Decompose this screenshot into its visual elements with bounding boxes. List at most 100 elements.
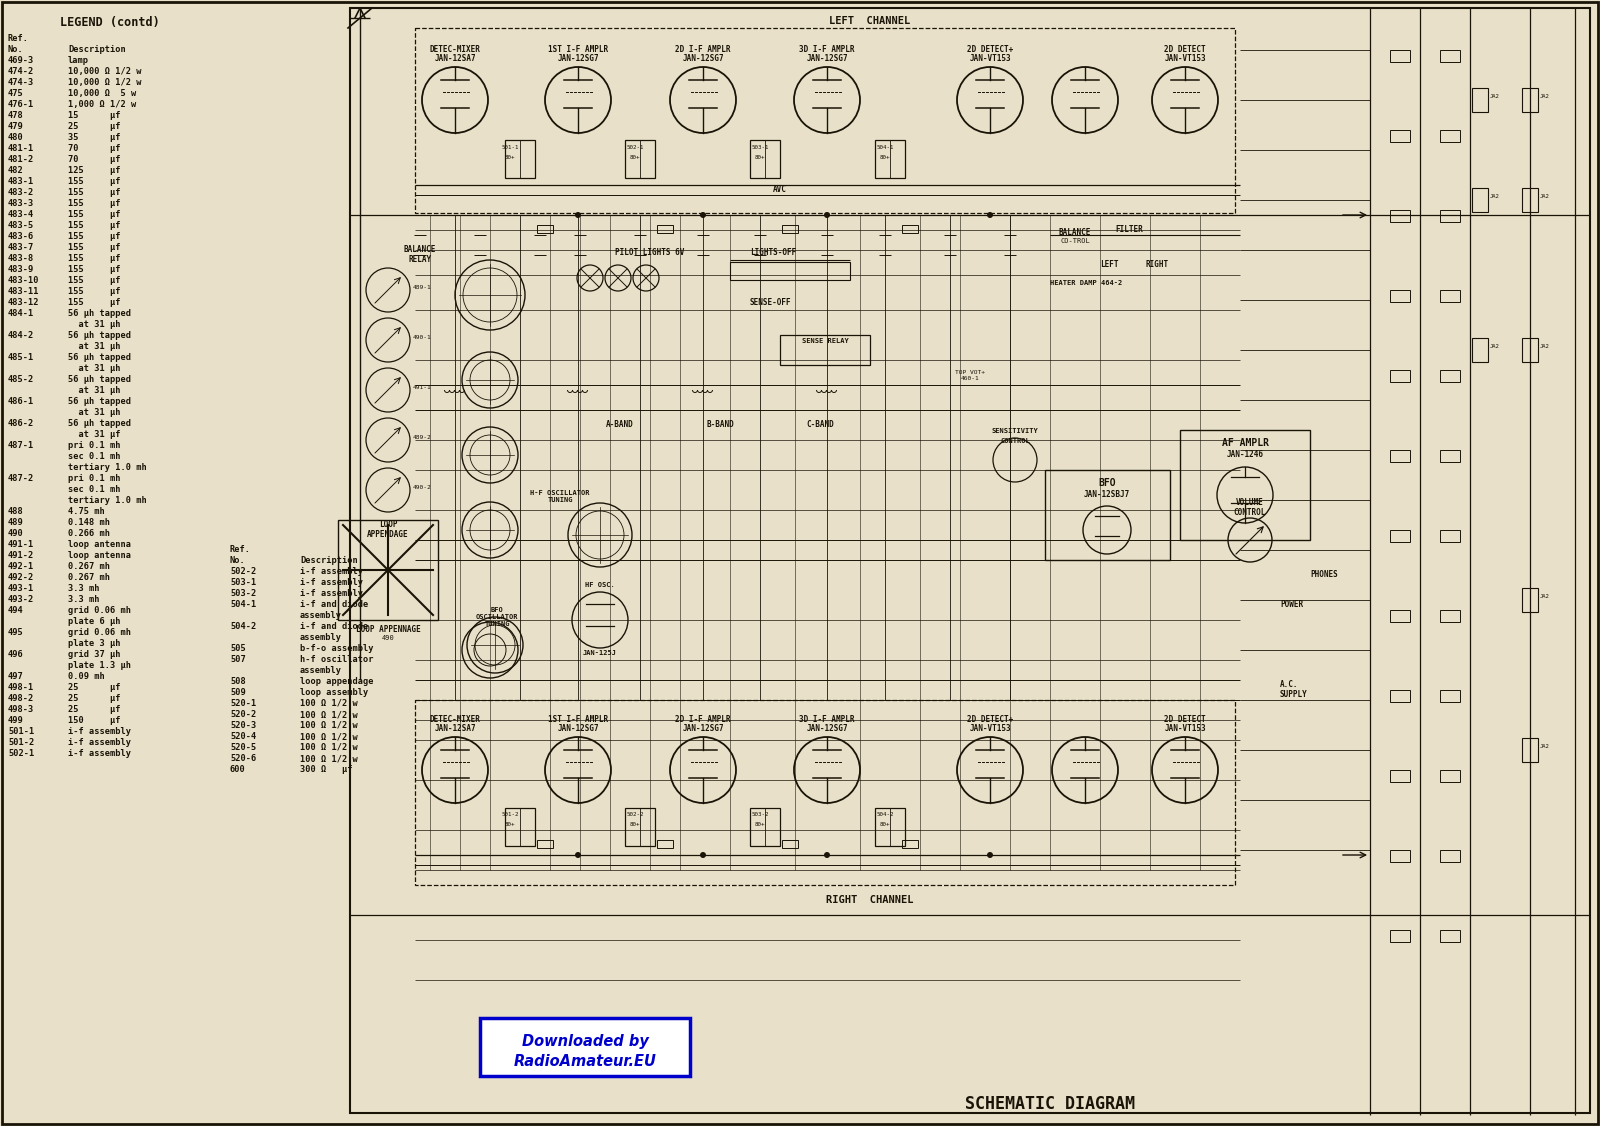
Text: 492-1: 492-1 <box>8 562 34 571</box>
Text: JAN-VT153: JAN-VT153 <box>970 54 1011 63</box>
Text: No.: No. <box>8 45 24 54</box>
Text: 1ST I-F AMPLR: 1ST I-F AMPLR <box>547 45 608 54</box>
Text: VOLUME: VOLUME <box>1237 498 1264 507</box>
Text: 502-1: 502-1 <box>8 749 34 758</box>
Text: 504-1: 504-1 <box>877 145 894 150</box>
Bar <box>1440 291 1459 302</box>
Bar <box>538 225 554 233</box>
Text: JAN-12SA7: JAN-12SA7 <box>434 724 475 733</box>
Bar <box>1390 450 1410 462</box>
Text: 499: 499 <box>8 716 24 725</box>
Text: 492-2: 492-2 <box>8 573 34 582</box>
Text: RIGHT: RIGHT <box>1146 260 1168 269</box>
Text: 0.09 mh: 0.09 mh <box>67 672 104 681</box>
Text: assembly: assembly <box>301 611 342 620</box>
Text: 4.75 mh: 4.75 mh <box>67 507 104 516</box>
Text: tertiary 1.0 mh: tertiary 1.0 mh <box>67 463 147 472</box>
FancyBboxPatch shape <box>480 1018 690 1076</box>
Text: 486-2: 486-2 <box>8 419 34 428</box>
Text: 3D I-F AMPLR: 3D I-F AMPLR <box>800 45 854 54</box>
Text: 486-1: 486-1 <box>8 397 34 406</box>
Text: grid 37 μh: grid 37 μh <box>67 650 120 659</box>
Text: 155     μf: 155 μf <box>67 243 120 252</box>
Text: 495: 495 <box>8 628 24 637</box>
Text: JA2: JA2 <box>1539 93 1550 99</box>
Text: grid 0.06 mh: grid 0.06 mh <box>67 628 131 637</box>
Text: 483-4: 483-4 <box>8 211 34 218</box>
Text: 10,000 Ω 1/2 w: 10,000 Ω 1/2 w <box>67 78 141 87</box>
Bar <box>750 808 781 846</box>
Text: 483-3: 483-3 <box>8 199 34 208</box>
Text: 507: 507 <box>230 655 246 664</box>
Text: 498-3: 498-3 <box>8 705 34 714</box>
Text: 15      μf: 15 μf <box>67 111 120 120</box>
Text: 56 μh tapped: 56 μh tapped <box>67 419 131 428</box>
Text: 489-2: 489-2 <box>413 435 432 440</box>
Bar <box>902 225 918 233</box>
Text: JAN-125J: JAN-125J <box>582 650 618 656</box>
Bar <box>414 28 1235 213</box>
Text: sec 0.1 mh: sec 0.1 mh <box>67 452 120 461</box>
Bar <box>338 520 438 620</box>
Text: 0.266 mh: 0.266 mh <box>67 529 110 538</box>
Bar <box>1472 188 1488 212</box>
Text: SENSE RELAY: SENSE RELAY <box>802 338 848 345</box>
Text: 484-1: 484-1 <box>8 309 34 318</box>
Text: 100 Ω 1/2 w: 100 Ω 1/2 w <box>301 743 358 752</box>
Text: 503-1: 503-1 <box>752 145 768 150</box>
Text: 493-1: 493-1 <box>8 584 34 593</box>
Text: DETEC-MIXER: DETEC-MIXER <box>429 715 480 724</box>
Text: JAN-12SG7: JAN-12SG7 <box>682 724 723 733</box>
Text: 483-10: 483-10 <box>8 276 40 285</box>
Text: AVC: AVC <box>773 185 787 194</box>
Text: Downloaded by: Downloaded by <box>522 1034 648 1049</box>
Text: 490-1: 490-1 <box>413 336 432 340</box>
Text: JA2: JA2 <box>1490 194 1499 199</box>
Text: i-f assembly: i-f assembly <box>301 589 363 598</box>
Bar <box>626 140 654 178</box>
Text: 2D DETECT+: 2D DETECT+ <box>966 715 1013 724</box>
Text: 155     μf: 155 μf <box>67 177 120 186</box>
Text: 100 Ω 1/2 w: 100 Ω 1/2 w <box>301 732 358 741</box>
Bar <box>1522 588 1538 613</box>
Text: 483-5: 483-5 <box>8 221 34 230</box>
Text: 483-2: 483-2 <box>8 188 34 197</box>
Text: 155     μf: 155 μf <box>67 287 120 296</box>
Text: BALANCE: BALANCE <box>403 245 437 254</box>
Text: pri 0.1 mh: pri 0.1 mh <box>67 441 120 450</box>
Text: 100 Ω 1/2 w: 100 Ω 1/2 w <box>301 721 358 730</box>
Text: 155     μf: 155 μf <box>67 211 120 218</box>
Bar <box>902 840 918 848</box>
Text: 80+: 80+ <box>755 822 765 826</box>
Text: 35      μf: 35 μf <box>67 133 120 142</box>
Text: JAN-12SBJ7: JAN-12SBJ7 <box>1083 490 1130 499</box>
Text: JAN-12SG7: JAN-12SG7 <box>557 54 598 63</box>
Text: 155     μf: 155 μf <box>67 221 120 230</box>
Text: 478: 478 <box>8 111 24 120</box>
Circle shape <box>701 212 706 218</box>
Text: JAN-12SG7: JAN-12SG7 <box>806 54 848 63</box>
Text: HEATER DAMP 464-2: HEATER DAMP 464-2 <box>1050 280 1122 286</box>
Text: 155     μf: 155 μf <box>67 188 120 197</box>
Bar <box>1390 610 1410 622</box>
Text: i-f assembly: i-f assembly <box>67 738 131 747</box>
Text: 479: 479 <box>8 122 24 131</box>
Text: 2D DETECT: 2D DETECT <box>1165 45 1206 54</box>
Text: Ref.: Ref. <box>8 34 29 43</box>
Text: i-f assembly: i-f assembly <box>301 568 363 577</box>
Text: JA2: JA2 <box>1539 595 1550 599</box>
Text: 70      μf: 70 μf <box>67 155 120 164</box>
Text: 502-2: 502-2 <box>626 812 643 817</box>
Text: 509: 509 <box>230 688 246 697</box>
Text: 491-1: 491-1 <box>8 540 34 549</box>
Text: b-f-o assembly: b-f-o assembly <box>301 644 373 653</box>
Text: HF OSC.: HF OSC. <box>586 582 614 588</box>
Text: 80+: 80+ <box>504 155 515 160</box>
Text: 494: 494 <box>8 606 24 615</box>
Text: 508: 508 <box>230 677 246 686</box>
Bar <box>1045 470 1170 560</box>
Text: 484-2: 484-2 <box>8 331 34 340</box>
Bar <box>1522 738 1538 762</box>
Text: RIGHT  CHANNEL: RIGHT CHANNEL <box>826 895 914 905</box>
Text: 155     μf: 155 μf <box>67 254 120 263</box>
